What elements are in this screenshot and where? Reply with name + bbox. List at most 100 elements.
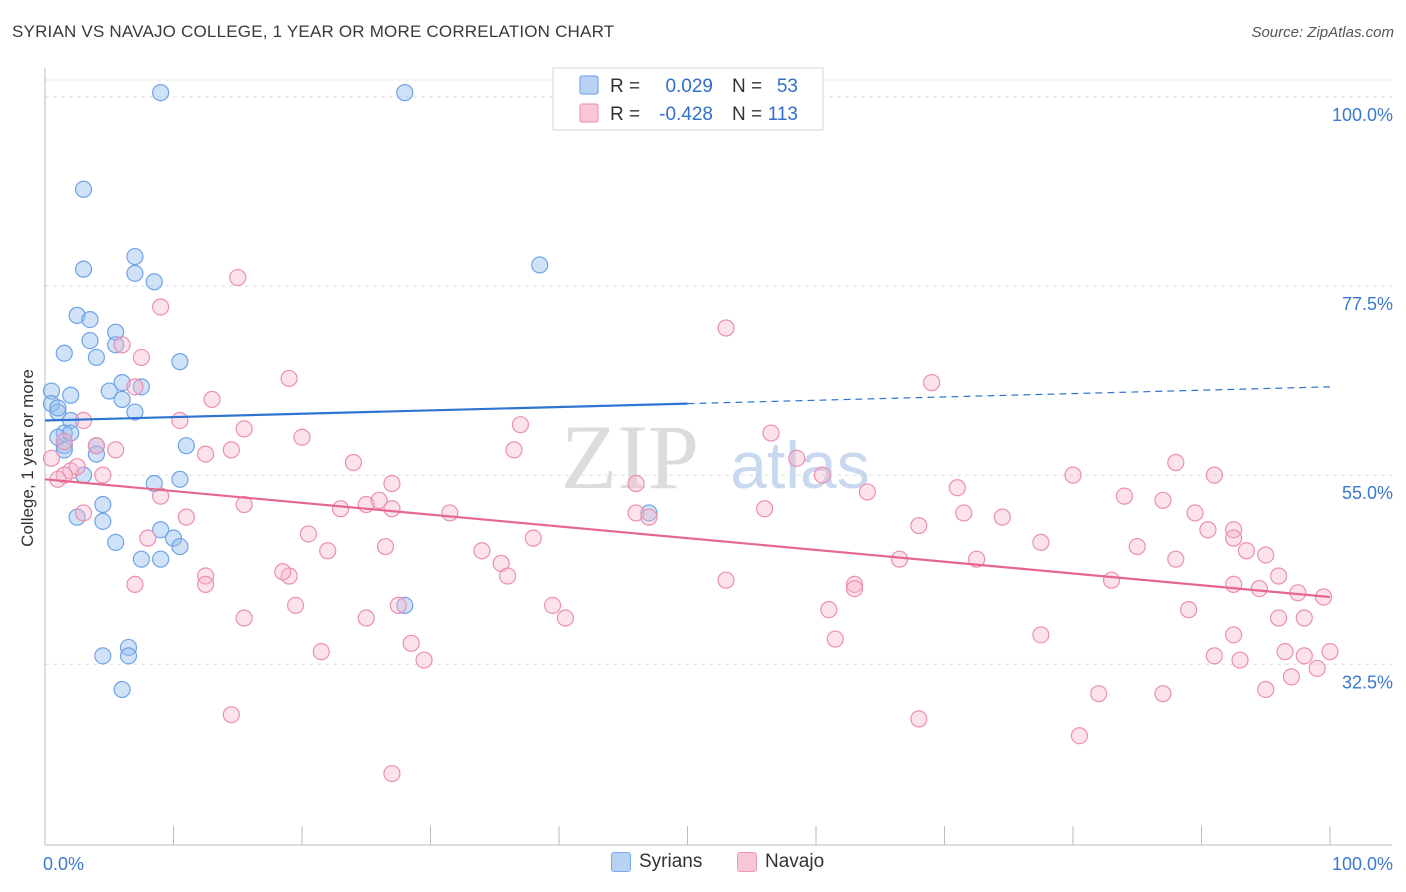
navajo-point xyxy=(441,504,459,522)
navajo-point xyxy=(139,529,157,547)
navajo-point xyxy=(717,571,735,589)
navajo-point xyxy=(171,411,189,430)
navajo-point xyxy=(910,710,928,728)
navajo-point xyxy=(197,575,215,593)
navajo-point xyxy=(955,504,973,522)
legend-item-navajo[interactable]: Navajo xyxy=(737,851,824,873)
navajo-point xyxy=(222,706,240,724)
navajo-point xyxy=(383,500,401,518)
y-tick-label: 77.5% xyxy=(1342,294,1393,314)
navajo-point xyxy=(383,474,401,493)
syrians-legend-swatch xyxy=(611,852,631,872)
y-tick-label: 100.0% xyxy=(1332,105,1393,125)
syrians-point xyxy=(68,306,86,324)
syrians-point xyxy=(171,470,189,488)
navajo-point xyxy=(1167,453,1185,472)
navajo-point xyxy=(627,474,645,493)
navajo-point xyxy=(383,764,401,783)
syrians-point xyxy=(42,382,61,400)
syrians-point xyxy=(81,310,99,329)
legend-label-navajo: Navajo xyxy=(765,851,825,872)
navajo-point xyxy=(274,563,292,581)
navajo-point xyxy=(299,525,318,543)
navajo-point xyxy=(1205,466,1223,484)
navajo-point xyxy=(524,529,542,547)
syrians-point xyxy=(171,537,189,556)
navajo-point xyxy=(68,458,86,476)
navajo-point xyxy=(1225,626,1243,644)
syrians-point xyxy=(152,521,170,539)
navajo-point xyxy=(1269,567,1288,585)
syrians-swatch xyxy=(579,75,599,95)
syrians-point xyxy=(152,84,170,102)
navajo-point xyxy=(402,634,420,652)
navajo-point xyxy=(1250,579,1268,598)
navajo-point xyxy=(640,508,658,526)
navajo-point xyxy=(1199,521,1217,539)
y-tick-label: 32.5% xyxy=(1342,672,1393,692)
navajo-point xyxy=(197,445,215,463)
navajo-point xyxy=(1225,575,1243,593)
navajo-point xyxy=(1154,685,1172,703)
navajo-point xyxy=(344,453,362,472)
watermark-zip: ZIP xyxy=(561,406,699,508)
navajo-r-value: -0.428 xyxy=(659,104,713,125)
syrians-point xyxy=(62,386,80,404)
syrians-point xyxy=(87,348,106,367)
navajo-point xyxy=(235,609,253,627)
navajo-point xyxy=(845,575,864,593)
navajo-point xyxy=(107,441,125,459)
navajo-point xyxy=(1308,659,1326,678)
navajo-point xyxy=(993,508,1011,526)
navajo-point xyxy=(42,449,61,467)
navajo-point xyxy=(177,508,195,526)
syrians-point xyxy=(177,437,195,455)
navajo-n-value: 113 xyxy=(768,104,798,125)
navajo-point xyxy=(826,630,844,648)
navajo-point xyxy=(755,500,774,518)
navajo-point xyxy=(331,500,350,518)
syrians-point xyxy=(126,247,144,266)
syrians-trend-extension xyxy=(687,386,1331,405)
navajo-point xyxy=(293,428,311,446)
navajo-point xyxy=(1032,626,1050,644)
navajo-point xyxy=(126,378,144,396)
navajo-point xyxy=(1295,609,1313,627)
navajo-point xyxy=(87,437,106,455)
navajo-point xyxy=(511,416,530,434)
syrians-r-value: 0.029 xyxy=(665,76,713,97)
legend-item-syrians[interactable]: Syrians xyxy=(611,851,702,873)
navajo-point xyxy=(1257,546,1275,564)
navajo-point xyxy=(1090,685,1108,703)
navajo-point xyxy=(762,424,780,442)
series-legend: Syrians Navajo xyxy=(0,851,1406,879)
syrians-point xyxy=(531,256,549,274)
navajo-point xyxy=(389,596,407,615)
navajo-swatch xyxy=(579,103,599,123)
chart-title: SYRIAN VS NAVAJO COLLEGE, 1 YEAR OR MORE… xyxy=(12,22,615,41)
source-label: Source: ZipAtlas.com xyxy=(1251,24,1394,41)
syrians-point xyxy=(94,512,112,530)
navajo-point xyxy=(1257,680,1275,699)
navajo-point xyxy=(1154,491,1172,509)
syrians-point xyxy=(396,596,414,615)
navajo-point xyxy=(1128,537,1146,556)
syrians-trend-line xyxy=(44,402,688,422)
navajo-point xyxy=(473,542,491,560)
legend-label-syrians: Syrians xyxy=(639,851,703,872)
navajo-trend-line xyxy=(44,478,1331,599)
syrians-point xyxy=(132,378,150,396)
syrians-point xyxy=(55,344,73,362)
navajo-point xyxy=(820,601,838,619)
navajo-point xyxy=(499,567,517,585)
syrians-point xyxy=(152,550,170,568)
syrians-point xyxy=(171,353,189,371)
navajo-point xyxy=(1276,643,1294,661)
navajo-point xyxy=(357,609,375,627)
navajo-r-label: R = xyxy=(610,104,640,125)
navajo-point xyxy=(235,420,253,438)
syrians-point xyxy=(113,680,131,699)
navajo-point xyxy=(1115,487,1134,505)
syrians-point xyxy=(74,180,93,198)
syrians-point xyxy=(49,399,67,417)
